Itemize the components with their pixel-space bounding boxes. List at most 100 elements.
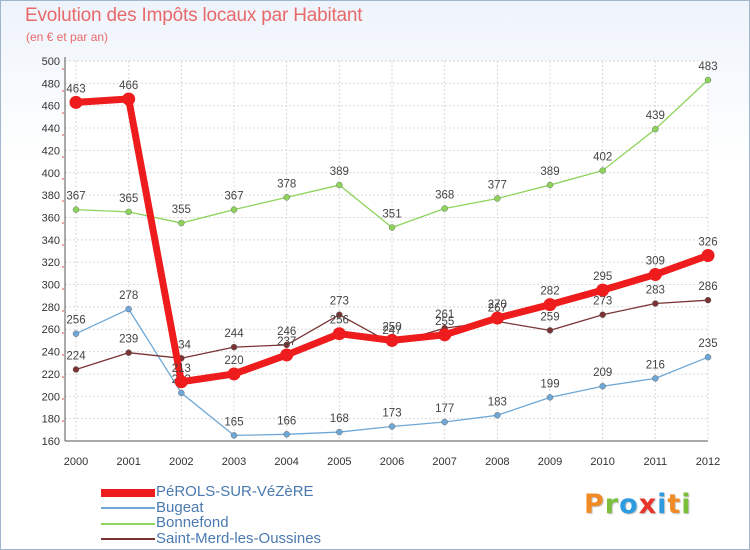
y-tick-label: 440	[42, 123, 60, 135]
x-tick-label: 2004	[274, 456, 298, 468]
data-label: 273	[330, 296, 349, 308]
data-label: 326	[698, 236, 717, 248]
legend-label: PéROLS-SUR-VéZèRE	[156, 483, 314, 500]
x-tick-label: 2011	[644, 456, 668, 468]
data-label: 168	[330, 413, 349, 425]
x-tick-label: 2000	[64, 456, 88, 468]
chart-subtitle: (en € et par an)	[26, 30, 109, 44]
data-label: 439	[646, 110, 665, 122]
data-point	[72, 206, 80, 213]
data-label: 309	[646, 255, 665, 267]
data-label: 177	[435, 403, 454, 415]
data-point	[490, 311, 504, 325]
data-point	[336, 181, 343, 189]
y-tick-label: 220	[42, 369, 60, 381]
data-point	[125, 208, 132, 216]
data-label: 247	[382, 325, 401, 337]
y-tick-label: 380	[42, 190, 60, 202]
data-label: 246	[277, 326, 296, 338]
y-tick-label: 320	[42, 257, 60, 269]
y-tick-label: 500	[42, 56, 60, 68]
data-label: 355	[172, 204, 191, 216]
x-tick-label: 2009	[538, 456, 562, 468]
data-point	[385, 333, 399, 347]
data-label: 402	[593, 152, 612, 164]
data-label: 220	[224, 355, 243, 367]
x-tick-label: 2003	[222, 456, 246, 468]
data-point	[336, 311, 343, 318]
data-point	[125, 305, 132, 313]
data-point	[69, 95, 83, 109]
x-tick-label: 2008	[485, 456, 509, 468]
data-point	[652, 125, 659, 133]
data-point	[438, 328, 452, 342]
y-tick-label: 340	[42, 235, 60, 247]
data-point	[388, 224, 396, 231]
y-tick-label: 420	[42, 145, 60, 157]
y-tick-label: 260	[42, 324, 60, 336]
data-label: 367	[224, 191, 243, 203]
data-label: 183	[488, 396, 507, 408]
data-point	[494, 412, 501, 419]
data-label: 267	[488, 302, 507, 314]
data-label: 368	[435, 190, 454, 202]
logo-letter: i	[657, 489, 668, 520]
data-point	[596, 283, 610, 297]
logo-letter: r	[604, 489, 620, 520]
data-label: 256	[66, 315, 85, 327]
data-label: 286	[698, 281, 717, 293]
data-label: 367	[66, 191, 85, 203]
data-label: 259	[540, 311, 559, 323]
y-tick-label: 480	[42, 78, 60, 90]
legend-label: Saint-Merd-les-Oussines	[156, 529, 322, 547]
chart-title: Evolution des Impôts locaux par Habitant	[25, 5, 363, 26]
data-point	[652, 375, 659, 382]
data-point	[280, 348, 294, 362]
data-point	[336, 428, 343, 436]
data-label: 255	[435, 316, 454, 328]
data-point	[178, 219, 185, 227]
data-label: 273	[593, 296, 612, 308]
logo-letter: o	[619, 489, 639, 520]
data-label: 463	[66, 83, 85, 95]
data-label: 173	[382, 407, 401, 419]
data-point	[122, 92, 136, 106]
y-tick-label: 300	[42, 280, 60, 292]
data-point	[546, 327, 554, 334]
data-point	[648, 267, 662, 281]
y-tick-label: 460	[42, 101, 60, 113]
data-point	[704, 76, 712, 84]
data-point	[652, 300, 659, 307]
data-label: 466	[119, 80, 138, 92]
logo-letter: P	[584, 489, 605, 520]
data-point	[230, 343, 238, 351]
data-point	[441, 205, 448, 212]
data-point	[283, 194, 290, 201]
data-label: 378	[277, 178, 296, 190]
y-tick-label: 240	[42, 347, 60, 359]
data-point	[441, 418, 448, 426]
x-tick-label: 2012	[696, 456, 720, 468]
data-label: 165	[224, 416, 243, 428]
data-point	[543, 298, 557, 312]
data-label: 239	[119, 334, 138, 346]
y-tick-label: 280	[42, 302, 60, 314]
data-label: 270	[488, 299, 507, 311]
data-label: 256	[330, 315, 349, 327]
data-point	[178, 389, 185, 397]
data-point	[701, 248, 715, 262]
x-tick-label: 2001	[116, 456, 140, 468]
y-tick-label: 360	[42, 212, 60, 224]
data-label: 389	[540, 166, 559, 178]
x-tick-label: 2010	[590, 456, 614, 468]
data-label: 351	[382, 209, 401, 221]
plot-area	[65, 61, 708, 441]
data-point	[230, 432, 238, 439]
proxiti-logo: Proxiti	[584, 489, 692, 520]
data-label: 224	[66, 350, 86, 362]
data-label: 216	[646, 359, 665, 371]
data-point	[283, 431, 290, 438]
data-point	[704, 296, 712, 304]
data-label: 237	[277, 336, 296, 348]
